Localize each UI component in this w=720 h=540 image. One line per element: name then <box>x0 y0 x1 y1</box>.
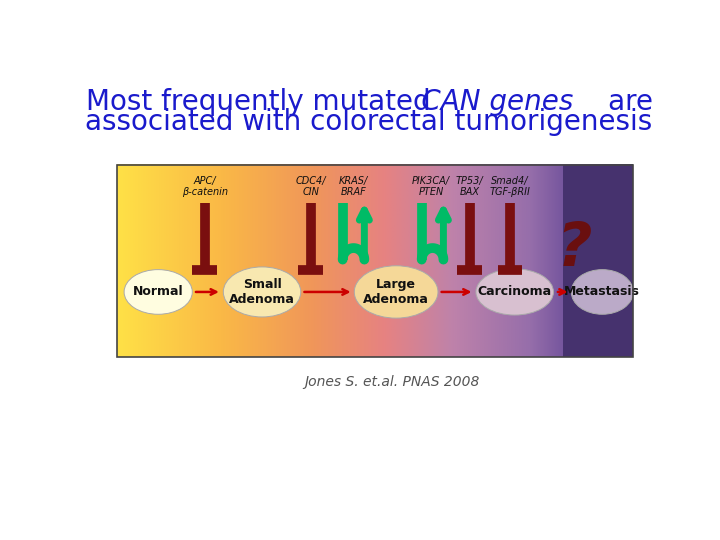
Text: CAN genes: CAN genes <box>164 88 574 116</box>
Bar <box>117 165 632 357</box>
Text: Smad4/
TGF-βRII: Smad4/ TGF-βRII <box>490 176 531 197</box>
Text: KRAS/
BRAF: KRAS/ BRAF <box>339 176 368 197</box>
Text: Large
Adenoma: Large Adenoma <box>363 278 429 306</box>
Text: ?: ? <box>557 220 592 279</box>
Text: CDC4/
CIN: CDC4/ CIN <box>296 176 326 197</box>
Text: Small
Adenoma: Small Adenoma <box>229 278 295 306</box>
Text: Most frequently mutated                    are: Most frequently mutated are <box>86 88 652 116</box>
Text: Jones S. et.al. PNAS 2008: Jones S. et.al. PNAS 2008 <box>305 375 480 389</box>
Ellipse shape <box>223 267 301 317</box>
Text: APC/
β-catenin: APC/ β-catenin <box>181 176 228 197</box>
Ellipse shape <box>571 269 634 314</box>
Ellipse shape <box>124 269 192 314</box>
Ellipse shape <box>476 269 554 315</box>
Text: associated with colorectal tumorigenesis: associated with colorectal tumorigenesis <box>86 108 652 136</box>
Ellipse shape <box>354 266 438 318</box>
Text: PIK3CA/
PTEN: PIK3CA/ PTEN <box>412 176 450 197</box>
Text: Normal: Normal <box>133 286 184 299</box>
Bar <box>563 165 632 357</box>
Text: Metastasis: Metastasis <box>564 286 640 299</box>
Text: Carcinoma: Carcinoma <box>477 286 552 299</box>
Text: TP53/
BAX: TP53/ BAX <box>456 176 484 197</box>
